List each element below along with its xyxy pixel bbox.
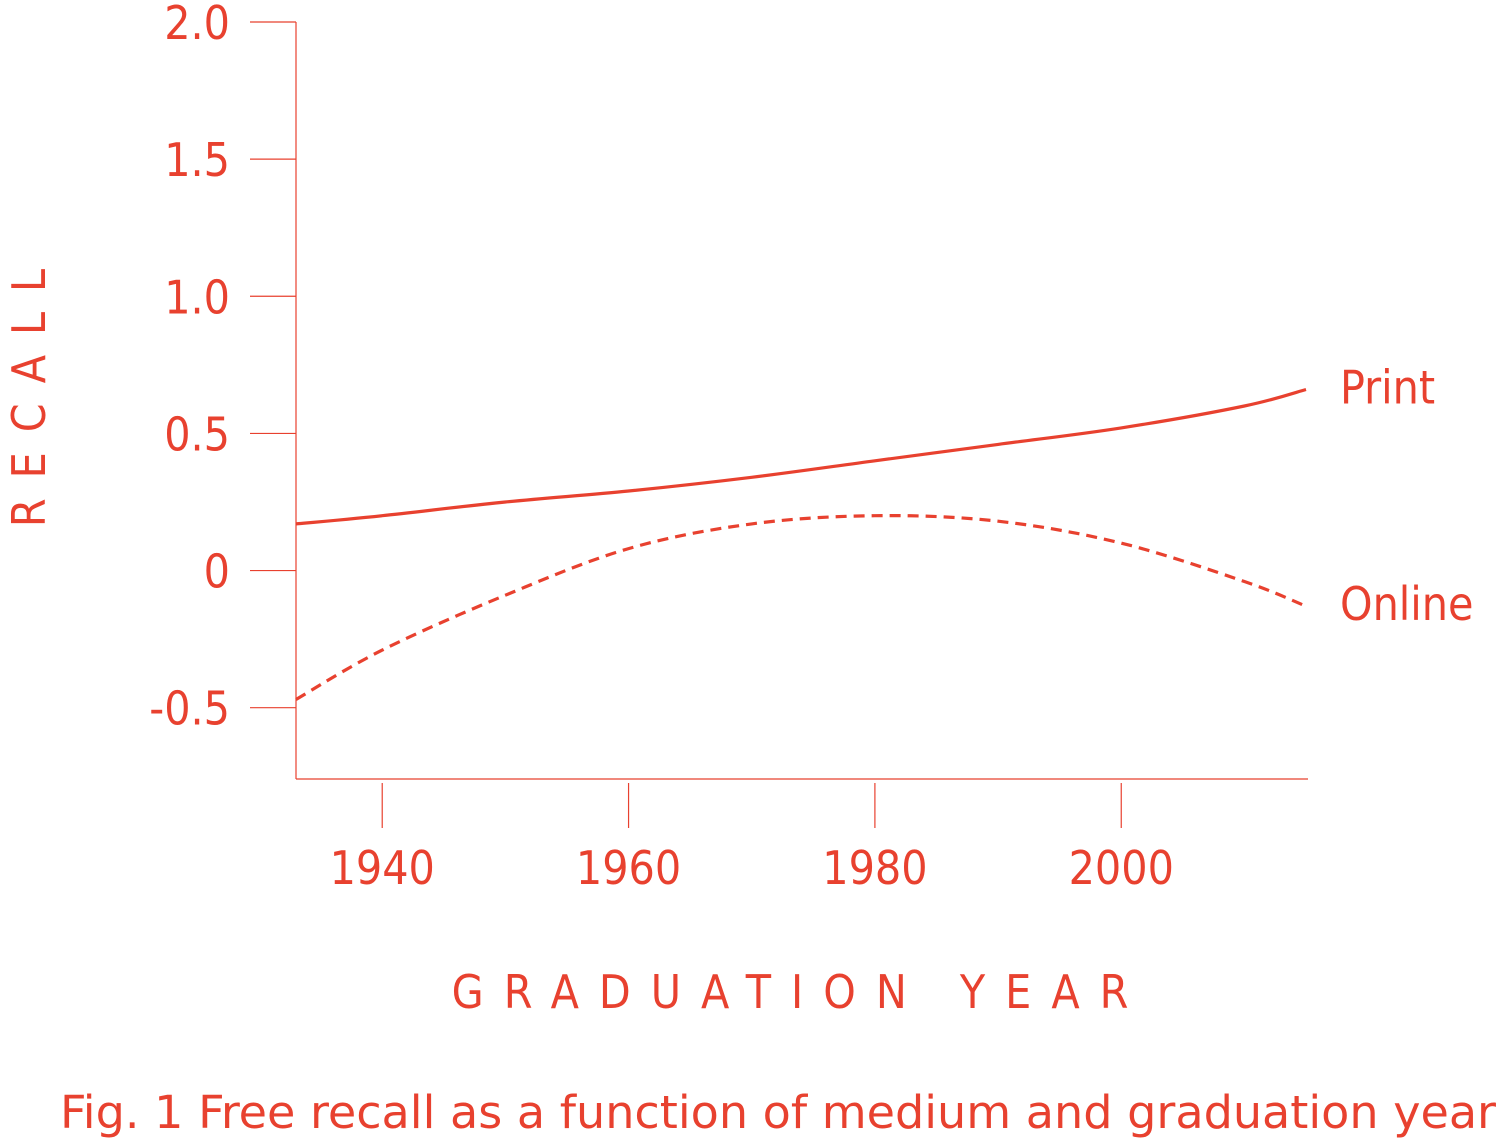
x-tick-label: 1940 [330,841,435,895]
axes [295,22,1308,780]
y-tick-label: -0.5 [149,682,230,736]
x-tick-label: 1960 [576,841,681,895]
y-tick-label: 1.5 [164,133,230,187]
series-line-online [295,514,1307,701]
y-tick-label: 1.0 [164,270,230,324]
x-tick-label: 2000 [1069,841,1174,895]
y-tick-label: 0 [204,545,230,599]
series-label-online: Online [1340,577,1474,631]
ticks: 2.0 1.5 1.0 0.5 0 -0.5 1940 1960 1980 2000 [149,0,1174,895]
y-tick-label: 0.5 [164,407,230,461]
x-axis-title: GRADUATION YEAR [452,965,1149,1019]
y-axis-title: RECALL [2,249,56,527]
x-tick-label: 1980 [822,841,927,895]
series-line-print [295,387,1307,526]
series-label-print: Print [1340,361,1435,415]
figure-caption: Fig. 1 Free recall as a function of medi… [60,1086,1496,1139]
labels: RECALL GRADUATION YEAR Fig. 1 Free recal… [2,249,1496,1139]
series-lines: Print Online [295,361,1474,701]
y-tick-label: 2.0 [164,0,230,50]
